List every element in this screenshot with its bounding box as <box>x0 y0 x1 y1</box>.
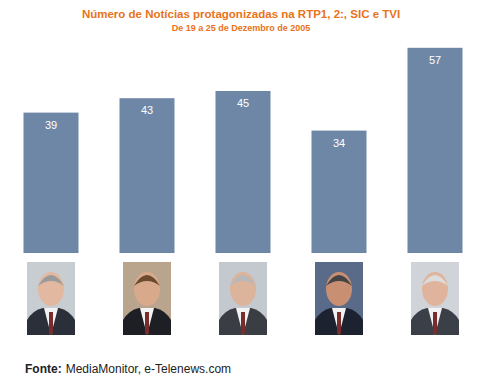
portrait-background <box>123 262 171 335</box>
portrait-shirt <box>236 308 250 335</box>
portrait-face <box>38 272 64 306</box>
source-label: Fonte: <box>25 362 62 376</box>
portrait <box>411 262 459 335</box>
bar <box>216 91 271 253</box>
portrait-tie <box>145 312 149 334</box>
source: Fonte: MediaMonitor, e-Telenews.com <box>25 362 231 376</box>
portrait-background <box>219 262 267 335</box>
portrait <box>123 262 171 335</box>
data-label: 39 <box>45 119 57 131</box>
data-label: 45 <box>237 97 249 109</box>
bar <box>120 98 175 253</box>
portrait-shirt <box>332 308 346 335</box>
portrait <box>219 262 267 335</box>
portrait-tie <box>241 312 245 334</box>
bar <box>408 48 463 253</box>
portrait-hair <box>38 275 64 286</box>
background <box>0 0 482 383</box>
bar <box>24 113 79 253</box>
chart: Número de Notícias protagonizadas na RTP… <box>0 0 482 383</box>
portrait-shirt <box>428 308 442 335</box>
bar <box>312 131 367 253</box>
portrait-hair <box>326 275 352 286</box>
portrait-tie <box>49 312 53 334</box>
portrait-hair <box>230 275 256 286</box>
portrait-suit <box>219 308 267 335</box>
portrait-background <box>411 262 459 335</box>
portrait-face <box>422 272 448 306</box>
portrait-shirt <box>140 308 154 335</box>
data-label: 43 <box>141 104 153 116</box>
portrait-face <box>230 272 256 306</box>
data-label: 57 <box>429 54 441 66</box>
subtitle: De 19 a 25 de Dezembro de 2005 <box>172 23 311 33</box>
portrait-suit <box>123 308 171 335</box>
bars <box>24 48 463 253</box>
portrait-suit <box>411 308 459 335</box>
portraits <box>27 262 459 335</box>
portrait-face <box>326 272 352 306</box>
data-labels: 39 43 45 34 57 <box>45 54 441 149</box>
portrait-face <box>134 272 160 306</box>
source-text: MediaMonitor, e-Telenews.com <box>66 362 231 376</box>
data-label: 34 <box>333 137 345 149</box>
portrait-background <box>27 262 75 335</box>
portrait-hair <box>134 275 160 286</box>
portrait-shirt <box>44 308 58 335</box>
portrait-tie <box>337 312 341 334</box>
portrait-suit <box>315 308 363 335</box>
portrait-hair <box>422 275 448 286</box>
portrait-suit <box>27 308 75 335</box>
portrait-tie <box>433 312 437 334</box>
title: Número de Notícias protagonizadas na RTP… <box>82 8 400 20</box>
portrait <box>315 262 363 335</box>
chart-container: Número de Notícias protagonizadas na RTP… <box>0 0 482 383</box>
portrait-background <box>315 262 363 335</box>
portrait <box>27 262 75 335</box>
